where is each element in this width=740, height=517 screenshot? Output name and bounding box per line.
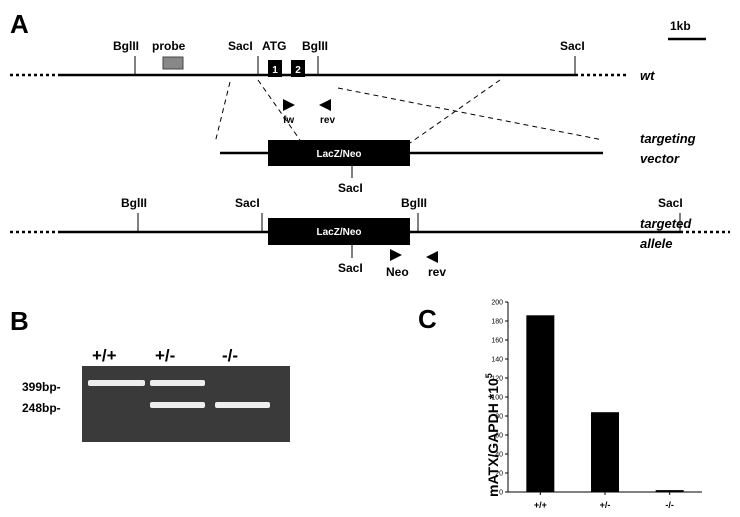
wt-label: wt: [640, 68, 655, 83]
exon: [268, 60, 282, 77]
primer-label: Neo: [386, 265, 409, 279]
probe: [162, 56, 184, 70]
panel-label: B: [10, 306, 29, 336]
atg-label: ATG: [262, 39, 286, 53]
site-label: SacI: [338, 261, 363, 275]
site-label: BglII: [401, 196, 427, 210]
exon: [291, 60, 305, 77]
primer-label: rev: [320, 115, 335, 126]
y-tick-label: 180: [491, 319, 503, 326]
panel-label: C: [418, 304, 437, 334]
bar: [591, 412, 619, 492]
site-label: SacI: [228, 39, 253, 53]
band: [150, 402, 205, 408]
primer-arrow: [283, 99, 295, 111]
y-tick-label: 40: [495, 452, 503, 459]
insert: [268, 218, 410, 245]
exon-label: 2: [295, 65, 301, 76]
lane-label: +/+: [92, 346, 117, 365]
probe-label: probe: [152, 39, 186, 53]
y-tick-label: 120: [491, 376, 503, 383]
bar-chart: 0 20 40 60 80 100 120 140 160 180 200 +/+ +/- -/-: [491, 300, 702, 510]
scale-label: 1kb: [670, 19, 691, 33]
y-tick-label: 140: [491, 357, 503, 364]
primer-arrow: [426, 251, 438, 263]
lane-label: +/-: [155, 346, 175, 365]
x-tick-label: +/-: [600, 500, 611, 510]
site-label: SacI: [560, 39, 585, 53]
band: [150, 380, 205, 386]
y-axis-label: mATX/GAPDH *105: [484, 373, 501, 497]
bar: [526, 315, 555, 492]
exon-label: 1: [272, 65, 278, 76]
insert-label: LacZ/Neo: [316, 227, 361, 238]
crossover: [337, 87, 604, 141]
x-tick-label: +/+: [534, 500, 547, 510]
site-label: BglII: [302, 39, 328, 53]
y-axis-label-main: mATX/GAPDH *10: [485, 378, 501, 497]
crossover: [214, 81, 231, 144]
primer-arrow: [390, 249, 402, 261]
y-tick-label: 80: [495, 414, 503, 421]
primer-label: fw: [283, 115, 294, 126]
allele-label: allele: [640, 236, 673, 251]
y-tick-label: 20: [495, 471, 503, 478]
site-label: BglII: [121, 196, 147, 210]
y-tick-label: 0: [499, 490, 503, 497]
y-tick-label: 200: [491, 300, 503, 307]
allele-label: targeted: [640, 216, 692, 231]
site-label: SacI: [235, 196, 260, 210]
y-axis-label-sup: 5: [484, 373, 494, 378]
lane-label: -/-: [222, 346, 238, 365]
vector-label: targeting: [640, 131, 696, 146]
vector-label: vector: [640, 151, 680, 166]
primer-arrow: [319, 99, 331, 111]
insert: [268, 140, 410, 166]
size-label: 248bp-: [22, 401, 61, 415]
y-tick-label: 100: [491, 395, 503, 402]
x-tick-label: -/-: [665, 500, 674, 510]
size-label: 399bp-: [22, 380, 61, 394]
y-tick-label: 160: [491, 338, 503, 345]
crossover: [257, 79, 301, 141]
bar: [655, 490, 684, 492]
insert-label: LacZ/Neo: [316, 149, 361, 160]
y-tick-label: 60: [495, 433, 503, 440]
site-label: SacI: [338, 181, 363, 195]
site-label: BglII: [113, 39, 139, 53]
band: [215, 402, 270, 408]
site-label: SacI: [658, 196, 683, 210]
primer-label: rev: [428, 265, 446, 279]
band: [88, 380, 145, 386]
panel-label: A: [10, 9, 29, 39]
crossover: [409, 79, 501, 144]
